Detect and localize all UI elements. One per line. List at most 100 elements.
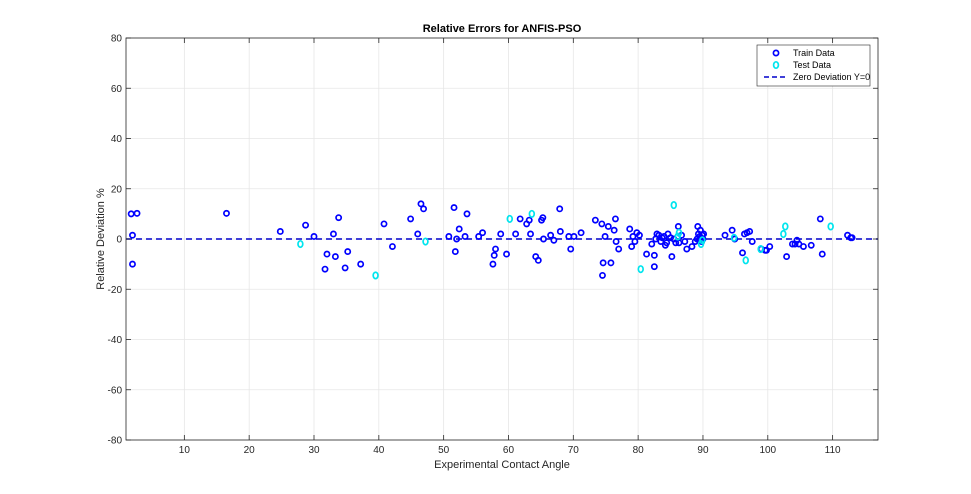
train-data-point [631, 238, 639, 245]
train-data-point [663, 239, 671, 247]
test-data-point [757, 245, 764, 254]
train-data-point [788, 240, 796, 248]
train-data-point [489, 260, 497, 268]
test-data-point [730, 233, 738, 242]
legend-label: Zero Deviation Y=0 [793, 72, 870, 82]
train-data-point [650, 263, 658, 271]
train-data-point [556, 205, 564, 213]
train-data-point [612, 238, 620, 245]
test-data-point [297, 239, 304, 249]
x-tick-label: 30 [308, 445, 320, 456]
train-data-point [461, 233, 469, 240]
test-data-point [742, 256, 750, 265]
train-data-point [453, 235, 461, 243]
train-data-point [721, 231, 729, 239]
test-data-point [637, 265, 644, 274]
train-data-point [807, 241, 815, 249]
train-data-point [302, 221, 310, 229]
train-data-point [570, 233, 578, 240]
train-data-point [848, 234, 856, 242]
test-data-point [782, 222, 789, 231]
test-data-point [827, 222, 834, 231]
train-data-point [607, 259, 615, 267]
legend-test-marker [772, 60, 780, 70]
x-tick-label: 10 [179, 445, 191, 456]
train-data-point [668, 253, 676, 261]
train-data-point [604, 222, 612, 230]
train-data-point [344, 248, 352, 256]
train-data-point [598, 220, 606, 228]
train-data-point [799, 243, 807, 250]
test-data-point [528, 209, 536, 218]
legend-label: Train Data [793, 48, 835, 58]
train-data-point [534, 256, 542, 264]
train-data-point [766, 243, 774, 250]
train-data-point [599, 271, 606, 279]
train-data-point [335, 214, 343, 222]
train-data-point [550, 236, 558, 244]
x-tick-label: 110 [825, 445, 841, 456]
train-data-point [445, 233, 453, 240]
train-data-point [577, 229, 585, 237]
train-data-point [503, 250, 510, 258]
y-tick-label: 0 [116, 235, 122, 246]
y-tick-label: -40 [108, 335, 123, 346]
train-data-point [329, 230, 337, 238]
train-data-point [648, 240, 656, 248]
y-tick-label: 20 [111, 184, 123, 195]
train-data-point [133, 209, 141, 217]
train-data-point [783, 253, 791, 261]
train-data-point [635, 231, 643, 239]
legend-train-marker [772, 49, 780, 57]
legend: Train Data Test Data Zero Deviation Y=0 [756, 44, 871, 87]
train-data-point [746, 228, 754, 235]
train-data-point [414, 230, 422, 238]
train-data-point [331, 253, 339, 261]
train-data-point [540, 235, 547, 243]
y-tick-label: 40 [111, 134, 123, 145]
train-data-point [129, 231, 136, 239]
y-tick-label: -80 [108, 436, 123, 447]
train-data-point [310, 233, 318, 240]
train-data-point [816, 215, 824, 223]
x-tick-label: 100 [759, 445, 776, 456]
x-tick-label: 60 [503, 445, 515, 456]
train-data-point [650, 251, 658, 259]
train-data-point [276, 228, 284, 235]
train-data-point [450, 204, 458, 212]
chart-title: Relative Errors for ANFIS-PSO [423, 23, 582, 35]
train-data-point [451, 248, 459, 256]
train-data-point [643, 250, 651, 258]
train-data-point [492, 245, 499, 253]
train-data-point [420, 205, 428, 213]
train-data-point [527, 230, 534, 238]
test-data-point [422, 237, 429, 246]
train-data-point [626, 225, 634, 233]
train-data-point [525, 216, 533, 224]
train-data-point [357, 260, 365, 268]
train-data-point [341, 264, 349, 272]
train-data-point [321, 265, 329, 273]
train-data-point [388, 243, 396, 250]
train-data-point [672, 239, 680, 247]
test-data-point [372, 271, 379, 280]
train-data-point [512, 230, 520, 238]
train-data-point [539, 214, 547, 222]
train-data-point [599, 259, 607, 267]
train-data-point [475, 233, 483, 240]
train-data-point [407, 215, 415, 223]
train-data-point [223, 209, 230, 217]
train-data-point [479, 229, 487, 237]
test-data-point [506, 214, 514, 223]
test-data-point [675, 228, 683, 237]
train-data-point [516, 215, 524, 223]
train-data-point [615, 245, 623, 253]
x-tick-label: 70 [568, 445, 580, 456]
train-data-point [657, 238, 665, 245]
tick-layer: 10 20 30 40 50 60 70 80 90 100 110 -80 -60 -40 -20 0 20 4… [108, 34, 878, 456]
x-tick-label: 80 [633, 445, 645, 456]
x-tick-label: 40 [373, 445, 385, 456]
x-tick-label: 50 [438, 445, 450, 456]
train-data-point [728, 226, 736, 234]
